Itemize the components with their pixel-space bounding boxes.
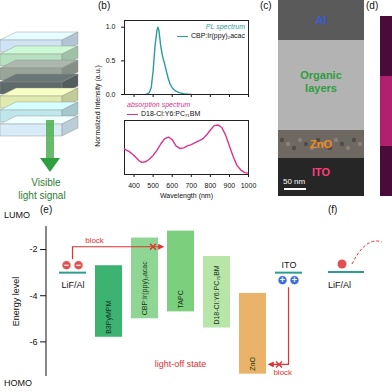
svg-text:700: 700 <box>185 182 197 189</box>
svg-text:-4: -4 <box>29 291 37 301</box>
html-text:(b): (b) <box>98 0 111 11</box>
svg-text:1000: 1000 <box>241 182 257 189</box>
svg-text:Normalized Intensity (a.u.): Normalized Intensity (a.u.) <box>94 65 102 147</box>
svg-text:D18-Cl:Y6:PC₇₁BM: D18-Cl:Y6:PC₇₁BM <box>213 265 220 324</box>
svg-text:light signal: light signal <box>18 190 65 201</box>
svg-text:0.5: 0.5 <box>106 57 116 64</box>
html-text:CBP:Ir(ppy)₂acac: CBP:Ir(ppy)₂acac <box>190 32 245 39</box>
svg-text:Al: Al <box>316 14 327 26</box>
svg-text:500: 500 <box>147 182 159 189</box>
svg-text:block: block <box>273 368 293 377</box>
html-text:(f): (f) <box>328 204 338 215</box>
svg-text:600: 600 <box>166 182 178 189</box>
svg-text:Energy level: Energy level <box>11 277 21 327</box>
svg-text:ZnO: ZnO <box>249 357 256 371</box>
svg-text:+: + <box>280 275 285 285</box>
html-text:D18-Cl:Y6:PC₇₁BM: D18-Cl:Y6:PC₇₁BM <box>141 110 201 117</box>
svg-text:-6: -6 <box>29 337 37 347</box>
html-text:(d): (d) <box>366 0 379 11</box>
svg-text:+: + <box>292 275 297 285</box>
svg-text:LiF/Al: LiF/Al <box>328 280 351 290</box>
svg-text:900: 900 <box>224 182 236 189</box>
svg-text:light-off state: light-off state <box>155 359 206 369</box>
svg-text:ZnO: ZnO <box>310 138 332 150</box>
svg-text:Organiclayers: Organiclayers <box>300 69 342 94</box>
svg-text:Wavelength (nm): Wavelength (nm) <box>160 192 213 200</box>
svg-text:LiF/Al: LiF/Al <box>61 280 84 290</box>
svg-text:400: 400 <box>128 182 140 189</box>
html-text:HOMO: HOMO <box>4 378 32 388</box>
svg-text:CBP:Ir(ppy)₂acac: CBP:Ir(ppy)₂acac <box>141 261 149 316</box>
svg-text:50 nm: 50 nm <box>283 177 306 186</box>
html-text:absorption spectrum: absorption spectrum <box>127 101 191 108</box>
svg-text:B3PyMPM: B3PyMPM <box>105 301 113 334</box>
svg-text:ITO: ITO <box>312 166 331 178</box>
svg-text:Visible: Visible <box>31 177 61 188</box>
svg-text:0.0: 0.0 <box>106 91 116 98</box>
svg-text:−: − <box>76 260 81 270</box>
svg-text:TAPC: TAPC <box>177 290 184 308</box>
svg-text:ITO: ITO <box>282 260 297 270</box>
html-text:(c): (c) <box>260 0 272 11</box>
svg-text:-2: -2 <box>29 244 37 254</box>
html-text:(e): (e) <box>40 204 53 215</box>
html-text:PL spectrum: PL spectrum <box>205 23 245 30</box>
html-text:LUMO: LUMO <box>4 210 30 220</box>
svg-text:800: 800 <box>205 182 217 189</box>
svg-text:−: − <box>64 260 69 270</box>
svg-text:1.0: 1.0 <box>106 23 116 30</box>
svg-text:block: block <box>85 236 105 245</box>
